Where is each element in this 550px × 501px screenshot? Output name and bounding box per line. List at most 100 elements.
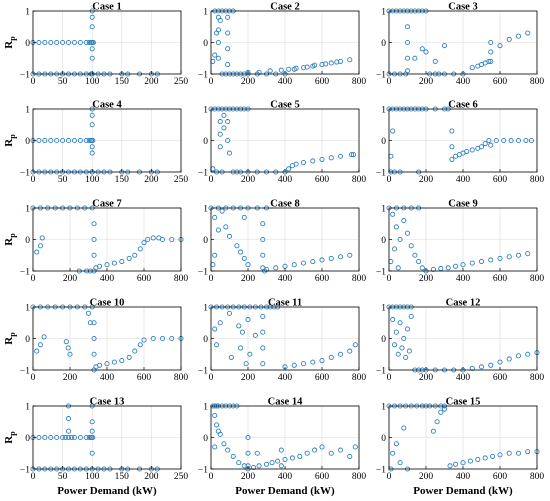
y-tick-label: 1 — [25, 105, 30, 115]
data-point — [278, 447, 284, 453]
x-tick-label: 0 — [31, 373, 36, 383]
data-point — [141, 240, 147, 246]
data-point — [328, 155, 334, 161]
y-tick-label: 1 — [25, 402, 30, 412]
subplot-title: Case 10 — [90, 298, 125, 309]
data-point — [501, 137, 507, 144]
x-tick-label: 50 — [58, 77, 68, 87]
x-tick-label: 400 — [456, 77, 471, 87]
x-tick-label: 400 — [100, 373, 115, 383]
data-point — [236, 460, 242, 466]
x-tick-label: 0 — [31, 77, 36, 87]
y-tick-label: −1 — [198, 366, 208, 376]
data-point — [90, 137, 96, 144]
data-point — [304, 450, 310, 456]
data-point — [404, 39, 411, 46]
data-point — [212, 214, 218, 220]
y-tick-label: 0 — [25, 236, 30, 246]
data-point — [221, 125, 227, 131]
data-point — [245, 317, 251, 323]
y-tick-label: 0 — [381, 137, 386, 147]
data-point — [478, 364, 485, 370]
data-point — [432, 58, 438, 64]
data-point — [241, 214, 247, 220]
data-point — [260, 345, 266, 351]
subplot-case-14: 0 200 400 600 800−101 Case 14 — [198, 397, 366, 483]
x-tick-label: 600 — [493, 274, 508, 284]
data-point — [89, 144, 95, 150]
data-point — [34, 348, 40, 354]
y-tick-label: 1 — [203, 105, 208, 115]
data-point — [213, 342, 220, 348]
data-point — [241, 463, 247, 469]
y-tick-label: 0 — [203, 434, 208, 444]
y-tick-label: 0 — [25, 335, 30, 345]
data-point — [403, 354, 409, 360]
data-point — [391, 342, 398, 348]
data-point — [77, 137, 83, 144]
data-point — [90, 434, 96, 441]
data-point — [65, 345, 71, 351]
data-point — [460, 460, 466, 466]
data-point — [212, 444, 218, 450]
y-axis-label: Rp — [3, 134, 17, 147]
data-point — [525, 449, 531, 455]
data-point — [217, 144, 223, 150]
subplot-case-13: 0 50 100 150 200 250−101 Case 13 — [20, 397, 188, 483]
data-point — [150, 335, 156, 342]
data-point — [447, 463, 453, 469]
x-tick-label: 600 — [137, 373, 152, 383]
data-point — [91, 320, 97, 326]
x-tick-label: 200 — [419, 373, 434, 383]
x-tick-label: 200 — [419, 472, 434, 482]
data-point — [390, 450, 396, 456]
data-point — [460, 262, 466, 268]
data-point — [269, 460, 275, 466]
series-points — [30, 304, 184, 373]
x-tick-label: 0 — [387, 373, 392, 383]
subplot-title: Case 13 — [90, 397, 125, 408]
data-point — [273, 265, 279, 271]
data-point — [497, 255, 503, 261]
subplot-case-6: 0 200 400 600 800−101 Case 6 — [376, 100, 544, 186]
y-axis-label: Rp — [3, 431, 17, 444]
data-point — [297, 453, 303, 459]
data-point — [215, 227, 221, 233]
data-point — [48, 434, 54, 441]
x-tick-label: 200 — [144, 175, 159, 185]
data-point — [408, 313, 414, 320]
x-tick-label: 0 — [387, 175, 392, 185]
x-tick-label: 400 — [456, 274, 471, 284]
subplot-title: Case 7 — [92, 199, 121, 210]
data-point — [449, 156, 455, 162]
data-point — [441, 43, 448, 49]
x-tick-label: 0 — [31, 472, 36, 482]
data-point — [464, 148, 470, 155]
subplot-grid: 0 50 100 150 200 250−101 Case 10 200 400 600 800−1… — [20, 2, 544, 483]
x-tick-label: 600 — [315, 472, 330, 482]
x-tick-label: 600 — [315, 274, 330, 284]
y-tick-label: −1 — [198, 465, 208, 475]
data-point — [41, 334, 47, 340]
data-point — [36, 39, 42, 46]
x-tick-label: 200 — [241, 274, 256, 284]
x-tick-label: 800 — [352, 77, 367, 87]
y-tick-label: 1 — [203, 402, 208, 412]
y-tick-label: −1 — [198, 168, 208, 178]
data-point — [42, 39, 48, 46]
x-tick-label: 250 — [174, 175, 189, 185]
x-tick-label: 600 — [493, 373, 508, 383]
data-point — [319, 156, 325, 162]
y-tick-label: −1 — [376, 366, 386, 376]
data-point — [234, 243, 240, 249]
data-point — [469, 147, 475, 153]
data-point — [506, 36, 512, 42]
x-tick-label: 0 — [209, 274, 214, 284]
data-point — [223, 224, 229, 230]
data-point — [111, 359, 117, 365]
data-point — [63, 339, 69, 345]
data-point — [39, 235, 45, 241]
data-point — [226, 233, 233, 239]
data-point — [212, 412, 218, 419]
